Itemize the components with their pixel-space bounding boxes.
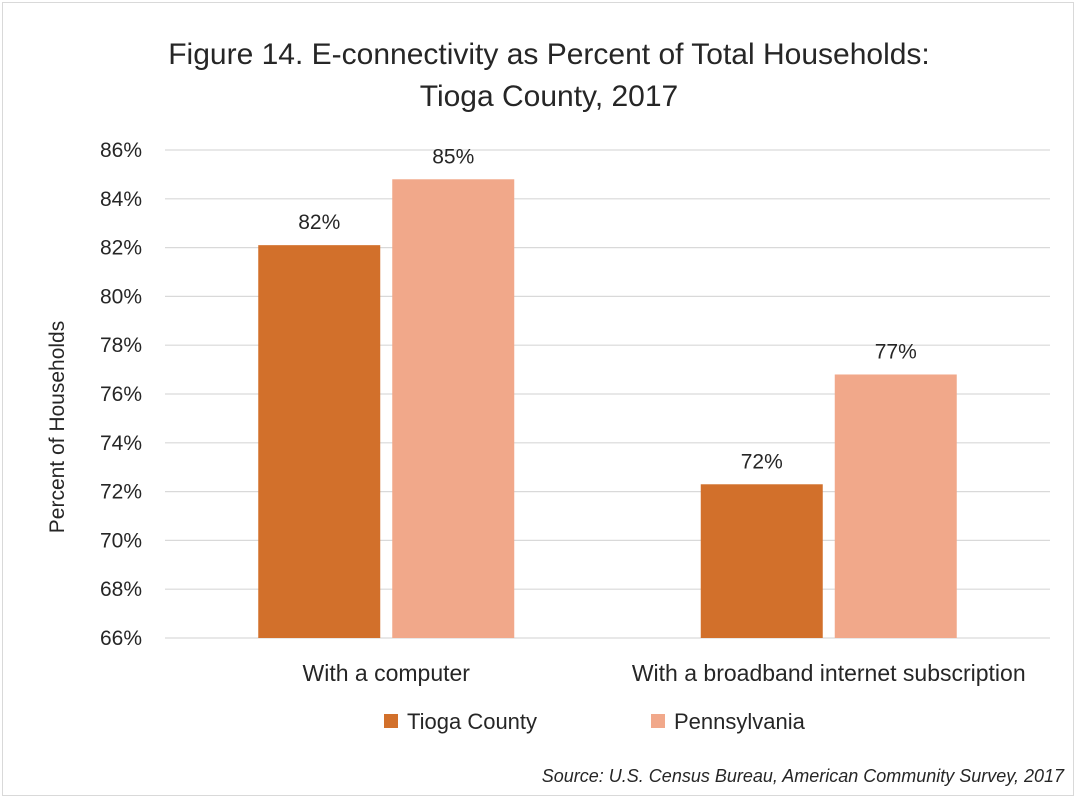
chart-title: Figure 14. E-connectivity as Percent of … [168,38,930,113]
y-tick-label: 86% [100,139,142,162]
bar [258,245,381,638]
y-axis-label: Percent of Households [46,321,69,533]
chart-title-line-2: Tioga County, 2017 [420,80,679,113]
legend-label: Pennsylvania [674,709,806,734]
data-label: 77% [875,340,917,363]
legend-swatch [384,714,398,728]
y-tick-label: 78% [100,334,142,357]
y-tick-label: 82% [100,237,142,260]
y-tick-label: 68% [100,578,142,601]
data-label: 72% [741,450,783,473]
y-tick-label: 76% [100,383,142,406]
x-category-label: With a computer [303,660,471,686]
legend-swatch [651,714,665,728]
data-labels: 82% 85% 72% 77% [298,145,917,473]
bar [392,179,515,638]
x-category-label: With a broadband internet subscription [632,660,1026,686]
y-tick-label: 74% [100,432,142,455]
legend: Tioga County Pennsylvania [384,709,806,734]
legend-label: Tioga County [407,709,537,734]
y-tick-label: 72% [100,481,142,504]
bars [258,179,957,638]
x-axis-category-labels: With a computer With a broadband internet… [303,660,1026,686]
data-label: 82% [298,211,340,234]
y-tick-label: 84% [100,188,142,211]
y-tick-label: 80% [100,285,142,308]
chart-title-line-1: Figure 14. E-connectivity as Percent of … [168,38,930,71]
data-label: 85% [432,145,474,168]
y-axis-tick-labels: 66% 68% 70% 72% 74% 76% 78% 80% 82% 84% 86% [100,139,142,650]
bar [700,484,823,638]
y-tick-label: 70% [100,529,142,552]
source-note: Source: U.S. Census Bureau, American Com… [542,766,1065,786]
bar [834,374,957,638]
y-tick-label: 66% [100,627,142,650]
